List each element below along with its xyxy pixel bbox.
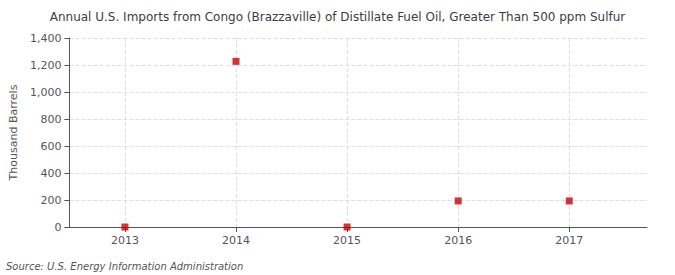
svg-text:600: 600 xyxy=(40,140,61,153)
svg-text:1,000: 1,000 xyxy=(30,86,62,99)
svg-text:200: 200 xyxy=(40,194,61,207)
svg-text:2015: 2015 xyxy=(333,234,361,247)
svg-text:2016: 2016 xyxy=(444,234,472,247)
svg-text:2014: 2014 xyxy=(222,234,250,247)
svg-text:2013: 2013 xyxy=(111,234,139,247)
svg-text:2017: 2017 xyxy=(555,234,583,247)
svg-text:800: 800 xyxy=(40,113,61,126)
svg-text:Source: U.S. Energy Informatio: Source: U.S. Energy Information Administ… xyxy=(6,261,243,272)
svg-text:400: 400 xyxy=(40,167,61,180)
svg-text:Annual U.S. Imports from Congo: Annual U.S. Imports from Congo (Brazzavi… xyxy=(50,10,626,24)
svg-text:Thousand Barrels: Thousand Barrels xyxy=(7,84,20,181)
svg-text:0: 0 xyxy=(54,221,61,234)
svg-text:1,200: 1,200 xyxy=(30,59,62,72)
svg-text:1,400: 1,400 xyxy=(30,32,62,45)
